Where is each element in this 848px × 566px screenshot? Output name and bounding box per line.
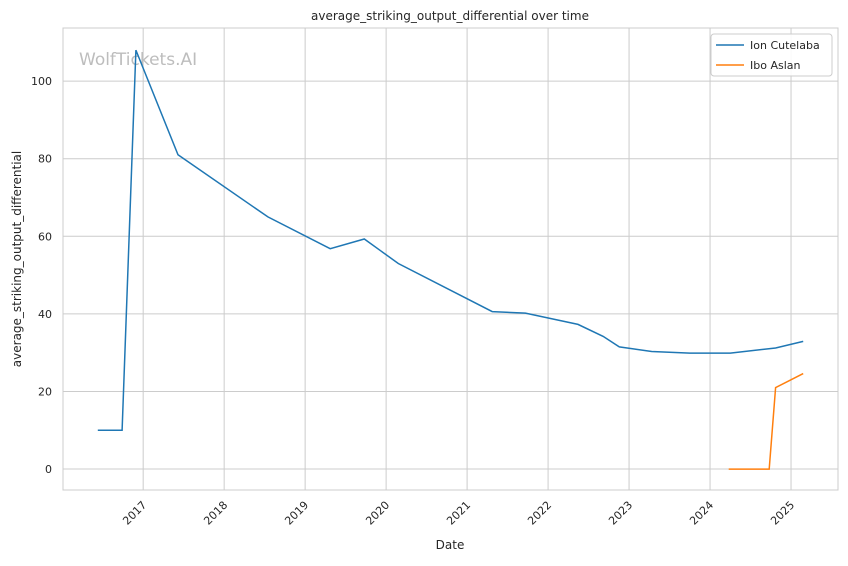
y-tick-label: 80 bbox=[38, 153, 52, 166]
series-line-ion-cutelaba bbox=[97, 49, 804, 432]
x-tick-label: 2022 bbox=[525, 499, 554, 528]
legend-label: Ion Cutelaba bbox=[750, 39, 820, 52]
legend-label: Ibo Aslan bbox=[750, 59, 801, 72]
x-tick-label: 2023 bbox=[606, 499, 635, 528]
y-axis-label: average_striking_output_differential bbox=[10, 151, 24, 367]
x-tick-label: 2019 bbox=[282, 499, 311, 528]
x-tick-label: 2024 bbox=[687, 499, 716, 528]
x-tick-label: 2021 bbox=[444, 499, 473, 528]
x-tick-label: 2020 bbox=[363, 499, 392, 528]
y-tick-label: 100 bbox=[31, 75, 52, 88]
y-tick-label: 40 bbox=[38, 308, 52, 321]
watermark: WolfTickets.AI bbox=[79, 50, 197, 70]
y-tick-label: 60 bbox=[38, 230, 52, 243]
legend: Ion Cutelaba Ibo Aslan bbox=[710, 33, 833, 77]
x-tick-label: 2025 bbox=[768, 499, 797, 528]
y-tick-label: 0 bbox=[45, 463, 52, 476]
chart-title: average_striking_output_differential ove… bbox=[311, 9, 589, 23]
x-axis-label: Date bbox=[436, 538, 465, 552]
series-line-ibo-aslan bbox=[728, 372, 804, 470]
x-tick-label: 2017 bbox=[120, 499, 149, 528]
y-tick-label: 20 bbox=[38, 385, 52, 398]
x-tick-label: 2018 bbox=[201, 499, 230, 528]
plot-area bbox=[62, 27, 839, 491]
